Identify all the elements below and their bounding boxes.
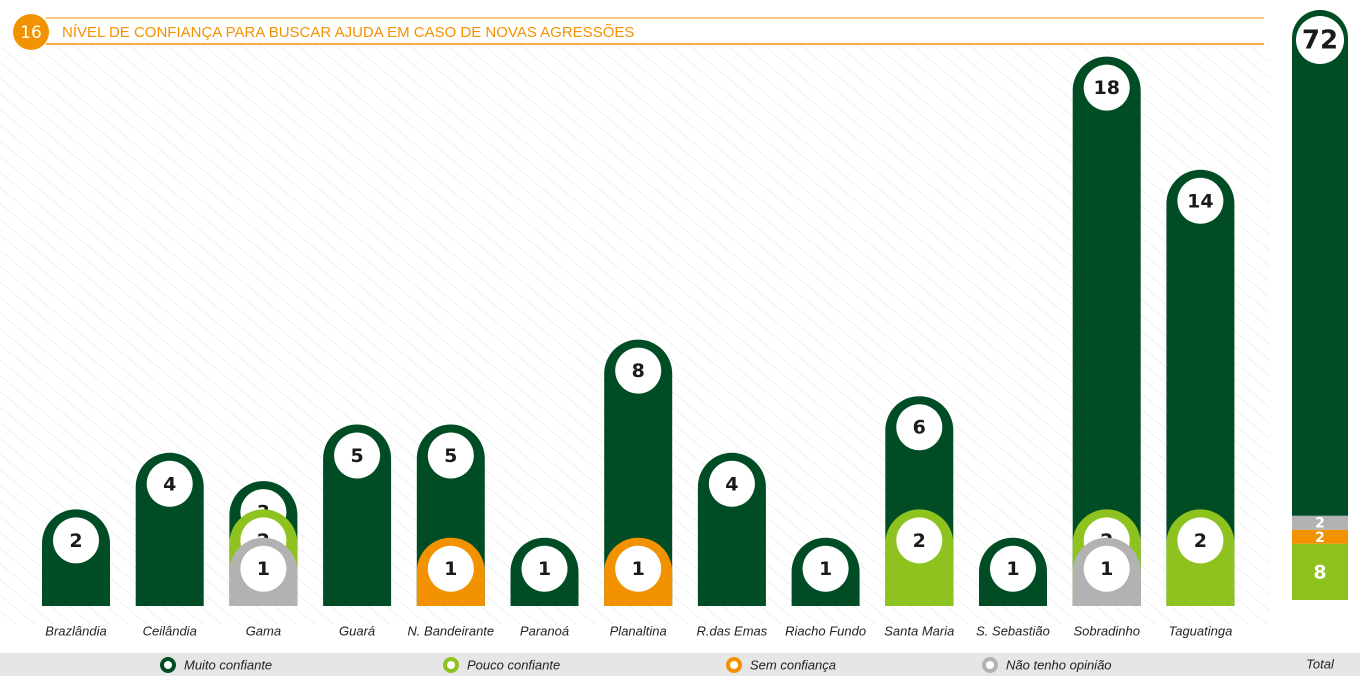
legend-marker	[160, 657, 176, 673]
value-badge	[896, 517, 943, 564]
total-segment	[1292, 515, 1348, 530]
total-value-label: 2	[1315, 530, 1325, 546]
value-badge	[53, 517, 99, 564]
value-badge	[146, 460, 193, 507]
legend-label: Não tenho opinião	[1006, 657, 1112, 672]
value-badge	[990, 545, 1036, 592]
value-badge	[1177, 517, 1224, 564]
value-badge	[615, 545, 662, 592]
x-tick-label: Planaltina	[610, 623, 667, 638]
legend-marker	[726, 657, 742, 673]
value-label: 18	[1093, 77, 1119, 99]
value-badge	[1083, 64, 1130, 111]
x-tick-label: Brazlândia	[45, 623, 106, 638]
legend-bar	[0, 653, 1360, 676]
value-label: 8	[632, 360, 645, 382]
value-label: 6	[913, 417, 926, 439]
value-label: 4	[163, 473, 176, 495]
legend-label: Muito confiante	[184, 657, 272, 672]
value-badge	[240, 545, 287, 592]
bar	[1166, 169, 1235, 607]
value-label: 2	[69, 530, 82, 552]
value-label: 5	[350, 445, 363, 467]
legend-label: Sem confiança	[750, 657, 836, 672]
x-tick-label: Santa Maria	[884, 623, 954, 638]
value-label: 1	[819, 558, 832, 580]
value-label: 1	[1100, 558, 1113, 580]
value-badge	[896, 404, 943, 451]
total-badge	[1296, 16, 1344, 64]
value-label: 1	[444, 558, 457, 580]
value-badge	[615, 347, 662, 394]
value-badge	[708, 460, 755, 507]
x-tick-label: S. Sebastião	[976, 623, 1050, 638]
value-label: 1	[538, 558, 551, 580]
x-tick-label: Gama	[246, 623, 281, 638]
x-tick-label: Paranoá	[520, 623, 569, 638]
x-tick-label: N. Bandeirante	[407, 623, 494, 638]
total-value-label: 2	[1315, 516, 1325, 532]
total-value-label: 8	[1313, 561, 1326, 583]
value-badge	[334, 432, 381, 479]
x-tick-label: R.das Emas	[696, 623, 767, 638]
value-badge	[1177, 177, 1224, 224]
bar	[1072, 56, 1141, 607]
x-tick-label: Taguatinga	[1168, 623, 1232, 638]
total-segment	[1292, 529, 1348, 544]
value-label: 5	[444, 445, 457, 467]
total-segment	[1292, 10, 1348, 516]
legend-label: Pouco confiante	[467, 657, 560, 672]
value-label: 1	[1006, 558, 1019, 580]
value-label: 2	[913, 530, 926, 552]
total-label: Total	[1306, 656, 1335, 671]
value-label: 14	[1187, 190, 1213, 212]
x-tick-label: Guará	[339, 623, 375, 638]
total-value-label: 72	[1302, 26, 1338, 56]
value-label: 1	[257, 558, 270, 580]
total-segment	[1292, 543, 1348, 600]
x-tick-label: Ceilândia	[143, 623, 197, 638]
x-tick-label: Riacho Fundo	[785, 623, 866, 638]
value-badge	[1083, 545, 1130, 592]
chart-number: 16	[20, 23, 42, 43]
number-badge	[13, 14, 49, 50]
value-badge	[427, 545, 474, 592]
value-badge	[802, 545, 849, 592]
value-label: 2	[1194, 530, 1207, 552]
value-badge	[427, 432, 474, 479]
bar	[604, 339, 673, 606]
legend-marker	[982, 657, 998, 673]
x-tick-label: Sobradinho	[1073, 623, 1140, 638]
value-label: 1	[632, 558, 645, 580]
legend-marker	[443, 657, 459, 673]
value-badge	[521, 545, 568, 592]
value-label: 4	[725, 473, 738, 495]
chart-title: NÍVEL DE CONFIANÇA PARA BUSCAR AJUDA EM …	[62, 24, 634, 41]
